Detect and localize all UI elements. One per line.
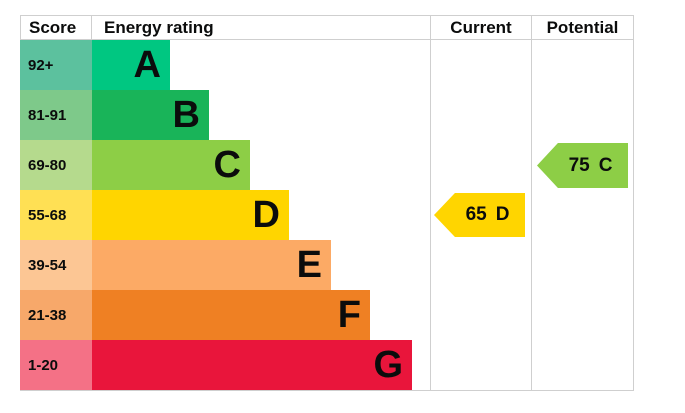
band-letter: F (337, 294, 361, 336)
current-score-value: 65 (465, 204, 487, 225)
band-score-range: 1-20 (20, 340, 92, 390)
band-score-range: 69-80 (20, 140, 92, 190)
band-letter: B (172, 94, 200, 136)
band-bar: G (92, 340, 412, 390)
band-bar: A (92, 40, 170, 90)
band-bar: E (92, 240, 331, 290)
band-row-e: 39-54 E (20, 240, 331, 290)
potential-score-value: 75 (568, 154, 590, 176)
band-bar: F (92, 290, 370, 340)
current-column-left-rule (430, 40, 431, 390)
band-score-range: 55-68 (20, 190, 92, 240)
band-score-range: 39-54 (20, 240, 92, 290)
band-letter: G (373, 344, 403, 386)
band-letter: C (213, 144, 241, 186)
header-score: Score (20, 15, 92, 40)
potential-column-left-rule (531, 40, 532, 390)
band-row-g: 1-20 G (20, 340, 412, 390)
header-current: Current (430, 15, 531, 40)
band-letter: A (133, 44, 161, 86)
band-letter: E (296, 244, 322, 286)
current-band-letter: D (495, 204, 510, 225)
band-bar: C (92, 140, 250, 190)
band-bar: B (92, 90, 209, 140)
band-row-a: 92+ A (20, 40, 170, 90)
band-row-c: 69-80 C (20, 140, 250, 190)
header-potential: Potential (531, 15, 634, 40)
current-rating-arrow: 65 D (434, 193, 525, 237)
band-row-f: 21-38 F (20, 290, 370, 340)
band-score-range: 81-91 (20, 90, 92, 140)
potential-rating-arrow: 75 C (537, 143, 628, 188)
band-letter: D (252, 194, 280, 236)
header-energy-rating: Energy rating (92, 15, 430, 40)
band-bar: D (92, 190, 289, 240)
table-bottom-rule (20, 390, 634, 391)
band-row-b: 81-91 B (20, 90, 209, 140)
band-score-range: 21-38 (20, 290, 92, 340)
table-right-rule (633, 40, 634, 390)
band-score-range: 92+ (20, 40, 92, 90)
band-row-d: 55-68 D (20, 190, 289, 240)
potential-band-letter: C (598, 154, 613, 176)
